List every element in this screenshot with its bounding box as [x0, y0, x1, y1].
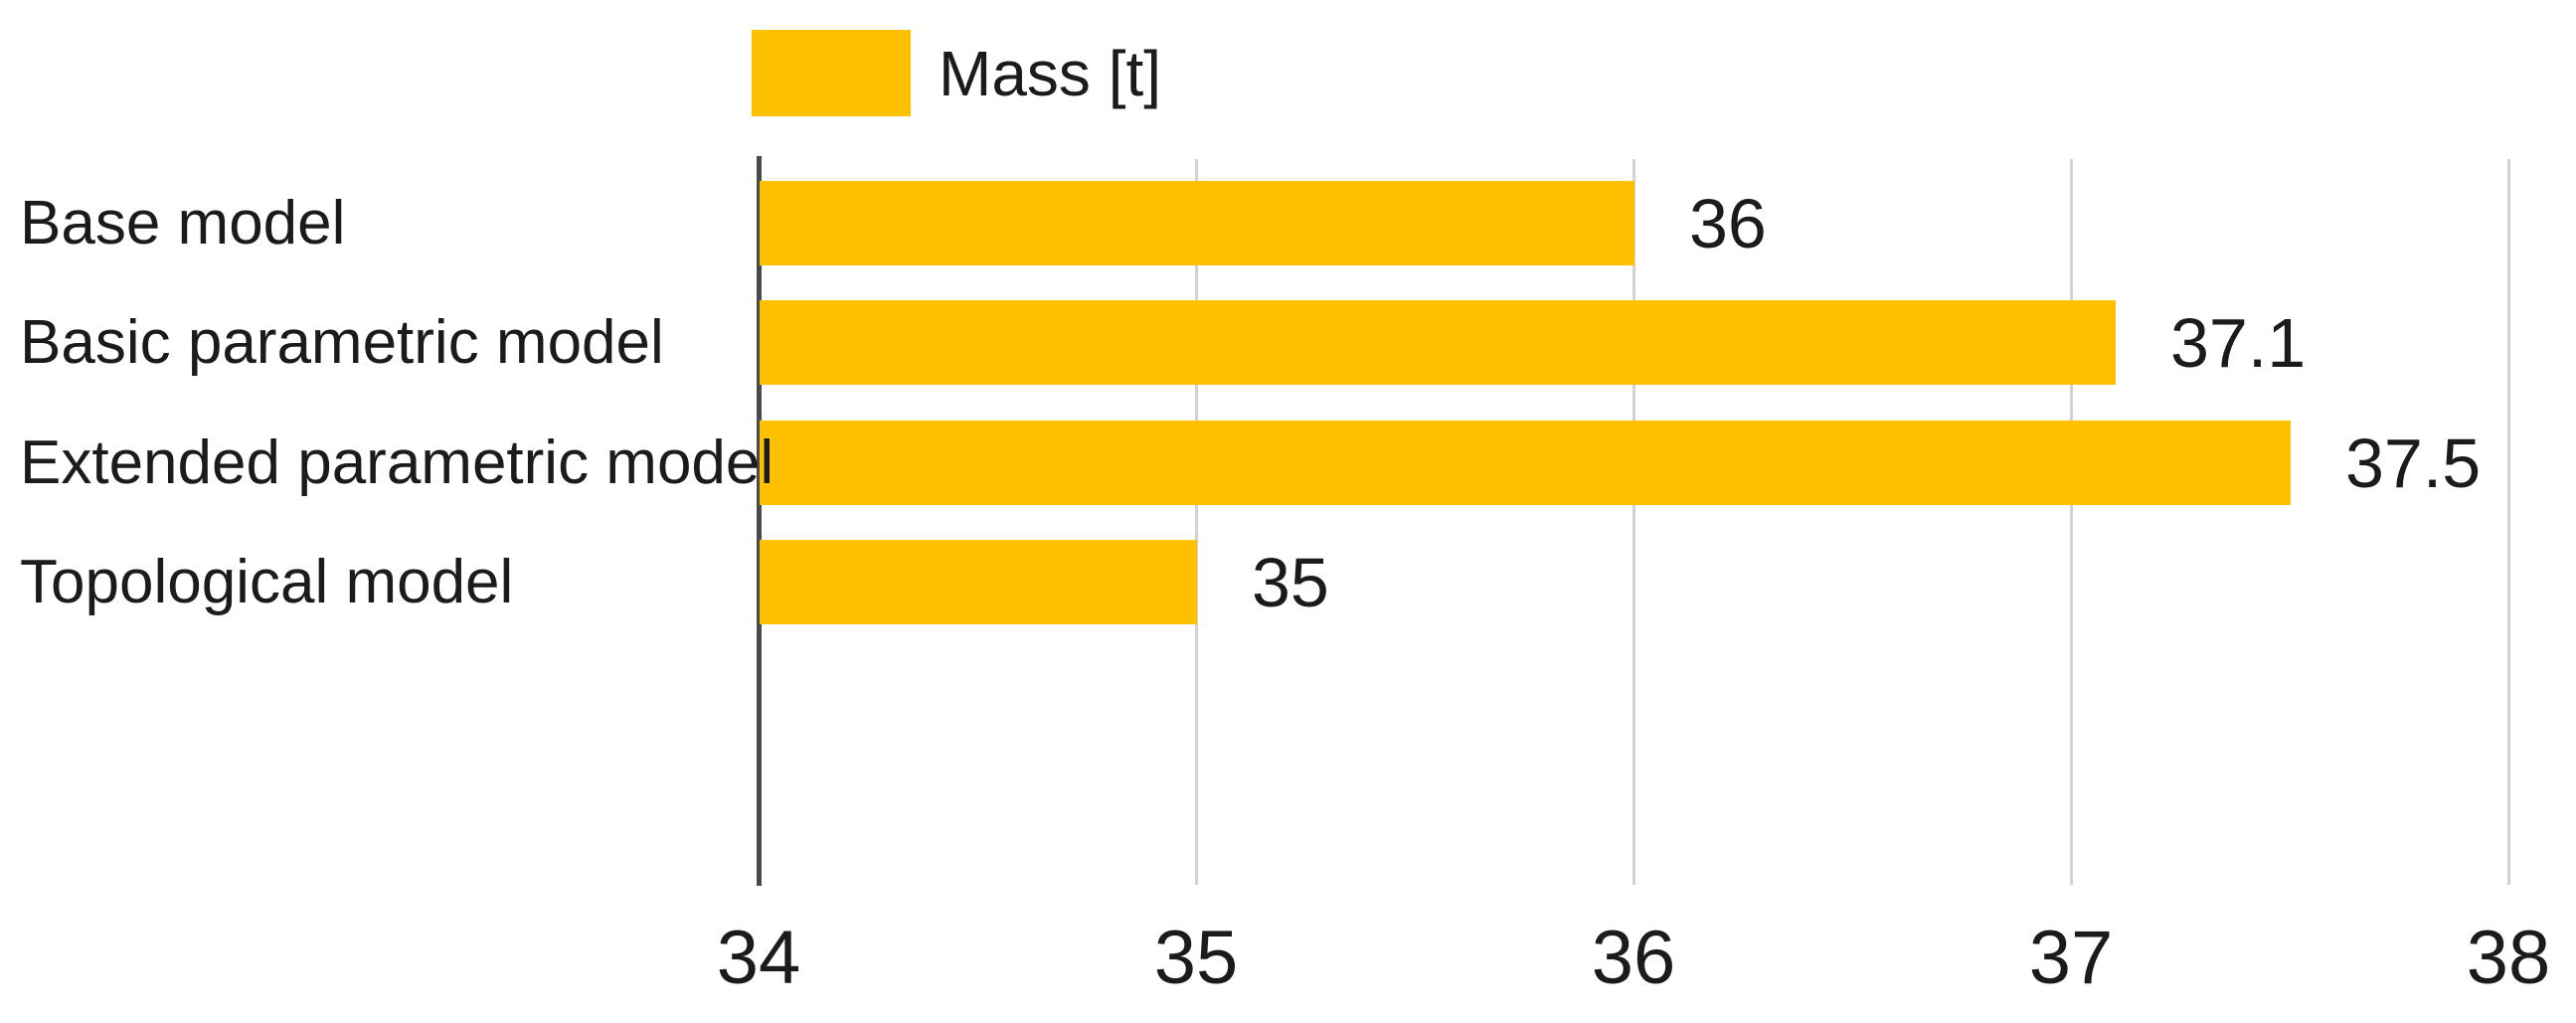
x-tick-label: 36 — [1591, 916, 1676, 1000]
value-axis-line — [757, 156, 762, 886]
data-label: 36 — [1689, 184, 1767, 262]
x-tick-label: 38 — [2466, 916, 2551, 1000]
category-label: Extended parametric model — [20, 428, 774, 497]
bar — [760, 300, 2116, 385]
data-label: 37.5 — [2345, 424, 2482, 502]
gridline-36 — [1632, 159, 1635, 885]
gridline-37 — [2070, 159, 2073, 885]
x-tick-label: 34 — [716, 916, 801, 1000]
category-label: Base model — [20, 189, 346, 257]
bar — [760, 421, 2291, 505]
data-label: 35 — [1252, 543, 1329, 621]
x-tick-label: 35 — [1153, 916, 1239, 1000]
bar — [760, 181, 1634, 265]
data-label: 37.1 — [2170, 303, 2307, 382]
legend: Mass [t] — [752, 30, 1161, 116]
bar — [760, 540, 1197, 624]
category-label: Topological model — [20, 548, 514, 616]
gridline-35 — [1195, 159, 1198, 885]
category-label: Basic parametric model — [20, 308, 664, 377]
legend-swatch — [752, 30, 911, 116]
x-tick-label: 37 — [2028, 916, 2114, 1000]
legend-label: Mass [t] — [939, 37, 1162, 109]
gridline-38 — [2507, 159, 2510, 885]
